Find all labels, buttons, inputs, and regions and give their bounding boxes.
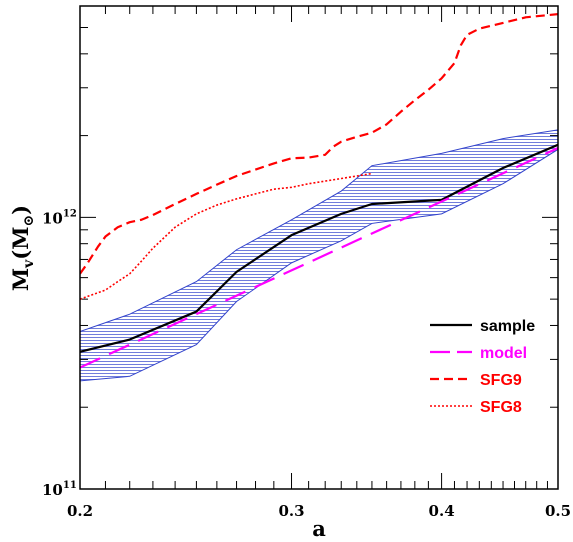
series-sample-line: [80, 143, 558, 353]
y-axis-label-paren: (M: [8, 227, 33, 260]
y-axis-label-sub: v: [21, 259, 37, 269]
x-tick-label: 0.3: [278, 502, 304, 520]
y-axis-label-main: M: [8, 268, 33, 291]
axis-ticks: [79, 5, 559, 490]
series-sfg8-line: [80, 172, 373, 300]
series-sfg9-line: [80, 13, 558, 275]
tick-labels: 0.2 0.3 0.4 0.5 1011 1012: [42, 208, 571, 520]
band-fill: [80, 129, 558, 381]
y-axis-label: Mv(M⊙): [8, 205, 37, 291]
x-tick-label: 0.2: [67, 502, 93, 520]
band-upper-edge: [80, 129, 558, 332]
sample-range-band: [80, 129, 558, 382]
x-tick-label: 0.5: [545, 502, 571, 520]
legend-label-model: model: [480, 345, 527, 362]
legend-label-sfg9: SFG9: [480, 372, 522, 389]
x-axis-label: a: [312, 516, 326, 541]
series-model-line: [80, 147, 558, 369]
plot-frame: [79, 5, 559, 490]
y-tick-label: 1011: [42, 480, 77, 499]
x-tick-label: 0.4: [429, 502, 455, 520]
series-lines: [80, 13, 558, 369]
legend-label-sample: sample: [480, 318, 535, 335]
y-axis-label-sun: ⊙: [21, 215, 37, 227]
svg-text:Mv(M⊙): Mv(M⊙): [8, 205, 37, 291]
band-lower-edge: [80, 148, 558, 382]
legend-label-sfg8: SFG8: [480, 399, 522, 416]
legend: sample model SFG9 SFG8: [430, 318, 535, 416]
y-tick-label: 1012: [42, 208, 77, 227]
y-axis-label-close: ): [8, 205, 33, 215]
